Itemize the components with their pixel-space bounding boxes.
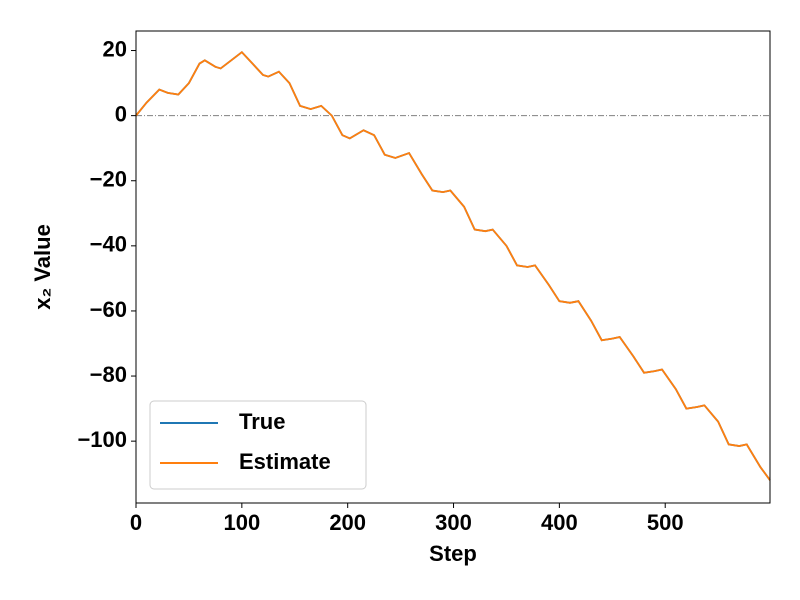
x-tick-label: 100 — [223, 510, 260, 535]
y-tick-label: 20 — [103, 36, 127, 61]
x-axis-label: Step — [429, 541, 477, 566]
legend-label: Estimate — [239, 449, 331, 474]
y-tick-label: −60 — [90, 297, 127, 322]
y-tick-label: −80 — [90, 362, 127, 387]
legend-label: True — [239, 409, 285, 434]
y-tick-label: −40 — [90, 232, 127, 257]
x-tick-label: 300 — [435, 510, 472, 535]
x-tick-label: 500 — [647, 510, 684, 535]
series-line — [135, 50, 771, 481]
plot-frame — [135, 30, 771, 504]
x-tick-label: 0 — [130, 510, 142, 535]
y-tick-label: −100 — [77, 427, 127, 452]
x-tick-label: 400 — [541, 510, 578, 535]
x-tick-label: 200 — [329, 510, 366, 535]
y-tick-label: 0 — [115, 101, 127, 126]
y-tick-label: −20 — [90, 167, 127, 192]
y-axis-label: x₂ Value — [30, 224, 55, 310]
